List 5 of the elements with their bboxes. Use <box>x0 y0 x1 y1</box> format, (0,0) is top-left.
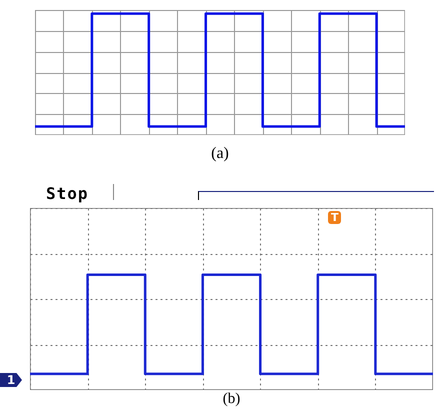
text: T <box>328 211 342 224</box>
text: Stop <box>46 184 89 203</box>
text: 1 <box>0 373 22 387</box>
text: (b) <box>222 391 240 408</box>
text: (a) <box>211 145 229 163</box>
